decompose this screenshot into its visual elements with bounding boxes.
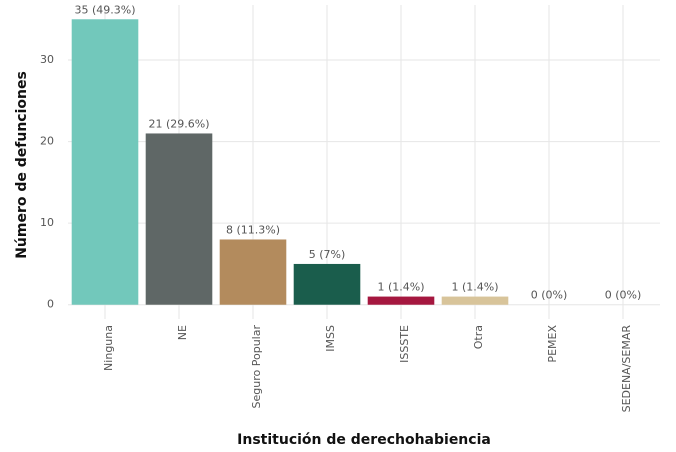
y-tick-label: 20 (40, 135, 54, 148)
x-tick-label: IMSS (324, 325, 337, 352)
value-label: 8 (11.3%) (226, 223, 280, 236)
x-tick-label: Ninguna (102, 325, 115, 371)
value-label: 0 (0%) (531, 289, 568, 302)
x-tick-label: ISSSTE (398, 325, 411, 363)
x-axis-title: Institución de derechohabiencia (237, 432, 491, 448)
y-tick-label: 10 (40, 216, 54, 229)
bar (367, 296, 435, 305)
x-tick-label: SEDENA/SEMAR (620, 325, 633, 413)
bar (441, 296, 509, 305)
value-label: 0 (0%) (605, 289, 642, 302)
value-label: 35 (49.3%) (74, 3, 135, 16)
x-tick-label: Otra (472, 325, 485, 349)
x-tick-label: NE (176, 325, 189, 340)
value-label: 5 (7%) (309, 248, 346, 261)
y-tick-label: 0 (47, 298, 54, 311)
value-label: 1 (1.4%) (451, 281, 498, 294)
value-label: 1 (1.4%) (377, 281, 424, 294)
y-tick-label: 30 (40, 53, 54, 66)
value-label: 21 (29.6%) (148, 117, 209, 130)
y-axis-title: Número de defunciones (14, 71, 30, 259)
bar (71, 19, 139, 305)
bar (219, 239, 287, 305)
x-tick-label: Seguro Popular (250, 325, 263, 409)
bar (145, 133, 213, 305)
x-tick-label: PEMEX (546, 325, 559, 363)
bar (293, 263, 361, 305)
